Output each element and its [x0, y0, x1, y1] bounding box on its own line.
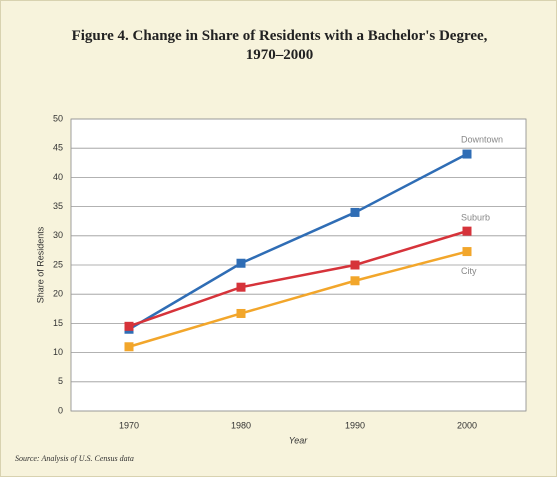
x-tick-label: 1990 [345, 420, 365, 430]
y-tick-label: 20 [53, 289, 63, 299]
series-line [128, 250, 468, 348]
marker [124, 342, 134, 352]
y-tick-label: 50 [53, 113, 63, 123]
y-tick-label: 35 [53, 201, 63, 211]
series-label: Suburb [461, 213, 490, 223]
marker [236, 282, 246, 292]
marker [462, 149, 472, 159]
x-tick-label: 1970 [119, 420, 139, 430]
y-tick-label: 15 [53, 318, 63, 328]
marker [462, 247, 472, 257]
marker [124, 321, 134, 331]
marker [236, 308, 246, 318]
series-line [128, 152, 468, 331]
y-tick-label: 5 [58, 376, 63, 386]
y-axis-label: Share of Residents [35, 226, 45, 303]
y-tick-label: 0 [58, 405, 63, 415]
chart-title: Figure 4. Change in Share of Residents w… [71, 28, 488, 63]
x-axis-label: Year [289, 435, 309, 445]
marker [462, 226, 472, 236]
marker [350, 276, 360, 286]
y-tick-label: 40 [53, 172, 63, 182]
y-tick-label: 10 [53, 347, 63, 357]
series-label: Downtown [461, 134, 503, 144]
y-tick-label: 45 [53, 143, 63, 153]
source-note: Source: Analysis of U.S. Census data [15, 454, 134, 463]
series-line [128, 229, 468, 328]
marker [236, 258, 246, 268]
series-label: City [461, 266, 477, 276]
y-tick-label: 25 [53, 259, 63, 269]
marker [350, 260, 360, 270]
marker [350, 207, 360, 217]
x-tick-label: 2000 [457, 420, 477, 430]
x-tick-label: 1980 [231, 420, 251, 430]
y-tick-label: 30 [53, 230, 63, 240]
